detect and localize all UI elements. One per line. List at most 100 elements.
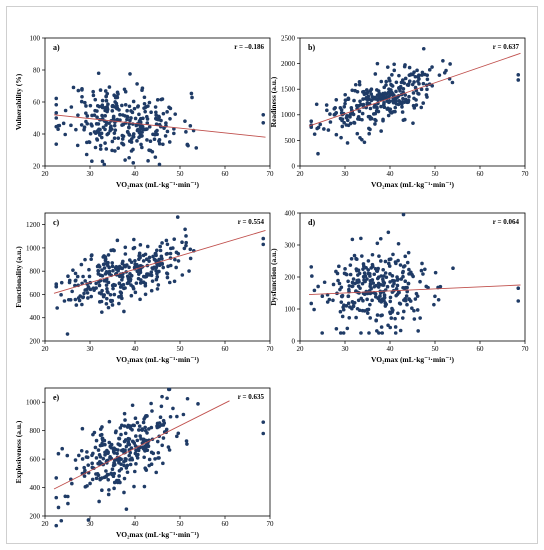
- data-point: [344, 272, 349, 277]
- data-point: [124, 444, 129, 449]
- data-point: [189, 91, 194, 96]
- data-point: [163, 134, 168, 138]
- data-point: [361, 298, 365, 303]
- data-point: [414, 291, 419, 296]
- data-point: [324, 103, 329, 107]
- data-point: [100, 288, 104, 293]
- y-tick-label: 800: [30, 427, 41, 435]
- data-point: [117, 295, 121, 299]
- data-point: [73, 279, 78, 283]
- y-tick-label: 2000: [281, 60, 296, 68]
- data-point: [364, 95, 369, 100]
- data-point: [110, 264, 115, 269]
- data-point: [156, 117, 161, 122]
- data-point: [83, 485, 88, 489]
- y-axis-label: Explosiveness (a.u.): [14, 420, 23, 483]
- data-point: [406, 83, 411, 87]
- data-point: [373, 122, 377, 126]
- data-point: [356, 268, 361, 273]
- data-point: [102, 266, 107, 270]
- data-point: [100, 268, 104, 272]
- data-point: [138, 243, 143, 247]
- data-point: [127, 133, 132, 137]
- data-point: [365, 311, 370, 315]
- data-point: [90, 113, 94, 118]
- data-point: [95, 137, 99, 141]
- data-point: [133, 258, 137, 263]
- data-point: [412, 80, 416, 84]
- data-point: [412, 96, 416, 101]
- data-point: [122, 309, 126, 314]
- data-point: [120, 103, 124, 108]
- data-point: [382, 101, 386, 105]
- data-point: [408, 299, 413, 303]
- data-point: [128, 462, 133, 467]
- data-point: [338, 309, 343, 314]
- data-point: [350, 280, 355, 285]
- data-point: [438, 284, 443, 289]
- data-point: [394, 89, 398, 94]
- data-point: [314, 102, 319, 107]
- data-point: [165, 396, 169, 401]
- data-point: [147, 100, 152, 105]
- data-point: [396, 241, 401, 246]
- data-point: [322, 280, 327, 285]
- data-point: [66, 494, 70, 499]
- correlation-label: r = 0.637: [493, 43, 520, 51]
- data-point: [100, 113, 104, 118]
- data-point: [399, 277, 404, 281]
- panel-a: 20 30 40 50 60 70 20 40 60 80 100 VO₂max (mL·kg⁻¹·m…: [14, 34, 274, 189]
- data-point: [363, 274, 368, 278]
- data-point: [161, 111, 166, 116]
- data-point: [159, 97, 164, 102]
- correlation-label: r = 0.554: [238, 218, 265, 226]
- data-point: [375, 93, 380, 97]
- data-point: [115, 238, 120, 243]
- data-point: [379, 79, 384, 84]
- data-point: [362, 140, 367, 145]
- data-point: [107, 419, 112, 424]
- data-point: [131, 286, 136, 291]
- data-point: [95, 109, 99, 113]
- data-point: [346, 301, 351, 306]
- data-point: [310, 274, 314, 278]
- data-point: [87, 140, 91, 144]
- data-point: [433, 294, 437, 299]
- data-point: [393, 105, 398, 110]
- data-point: [106, 492, 111, 497]
- data-point: [171, 406, 175, 411]
- data-point: [394, 293, 398, 298]
- data-point: [174, 265, 178, 270]
- data-point: [119, 291, 124, 295]
- data-point: [96, 448, 101, 452]
- data-point: [377, 331, 381, 335]
- data-point: [405, 302, 409, 307]
- data-point: [167, 140, 172, 144]
- data-point: [172, 131, 176, 136]
- data-point: [196, 402, 200, 406]
- data-point: [56, 505, 61, 510]
- data-point: [138, 297, 142, 302]
- data-point: [55, 306, 59, 310]
- data-point: [104, 123, 108, 127]
- data-point: [343, 98, 348, 103]
- data-point: [118, 426, 123, 430]
- data-point: [411, 274, 415, 279]
- data-point: [143, 449, 147, 453]
- data-point: [369, 266, 374, 270]
- data-point: [155, 132, 159, 137]
- data-point: [394, 287, 399, 291]
- data-point: [516, 78, 521, 82]
- data-point: [104, 469, 108, 473]
- data-point: [396, 258, 400, 263]
- data-point: [123, 245, 128, 250]
- x-tick-label: 60: [477, 170, 485, 178]
- data-point: [172, 279, 177, 284]
- data-point: [98, 273, 103, 278]
- data-point: [110, 467, 115, 472]
- data-point: [139, 134, 144, 138]
- data-point: [352, 98, 356, 103]
- data-point: [368, 127, 372, 132]
- data-point: [388, 109, 392, 113]
- data-point: [359, 331, 363, 335]
